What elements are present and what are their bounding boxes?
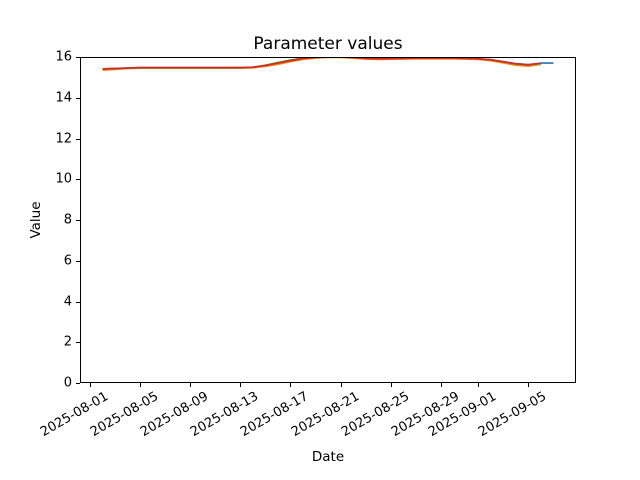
x-tick-mark [290,383,292,387]
y-tick-label: 2 [63,334,72,350]
y-tick-mark [76,301,80,303]
y-tick-label: 14 [55,90,72,106]
chart-title: Parameter values [253,34,403,54]
x-tick-mark [390,383,392,387]
y-tick-mark [76,97,80,99]
y-tick-mark [76,179,80,181]
x-tick-mark [190,383,192,387]
y-tick-mark [76,57,80,58]
y-tick-mark [76,138,80,140]
x-tick-mark [528,383,530,387]
y-tick-mark [76,260,80,262]
x-tick-mark [340,383,342,387]
y-tick-label: 0 [63,375,72,391]
plot-area [80,57,576,383]
y-tick-label: 10 [55,171,72,187]
x-tick-mark [140,383,142,387]
y-tick-label: 6 [63,253,72,269]
x-axis-label: Date [311,449,345,465]
y-tick-mark [76,342,80,344]
x-tick-mark [240,383,242,387]
x-tick-mark [90,383,92,387]
y-tick-label: 8 [63,212,72,228]
y-tick-label: 16 [55,49,72,65]
y-tick-mark [76,220,80,221]
x-tick-mark [478,383,480,387]
line-series-4-red [102,57,542,70]
plot-svg [102,57,554,72]
x-tick-mark [440,383,442,387]
y-tick-mark [76,383,80,384]
y-axis-label: Value [28,201,44,239]
y-tick-label: 12 [55,131,72,146]
y-tick-label: 4 [63,294,72,309]
